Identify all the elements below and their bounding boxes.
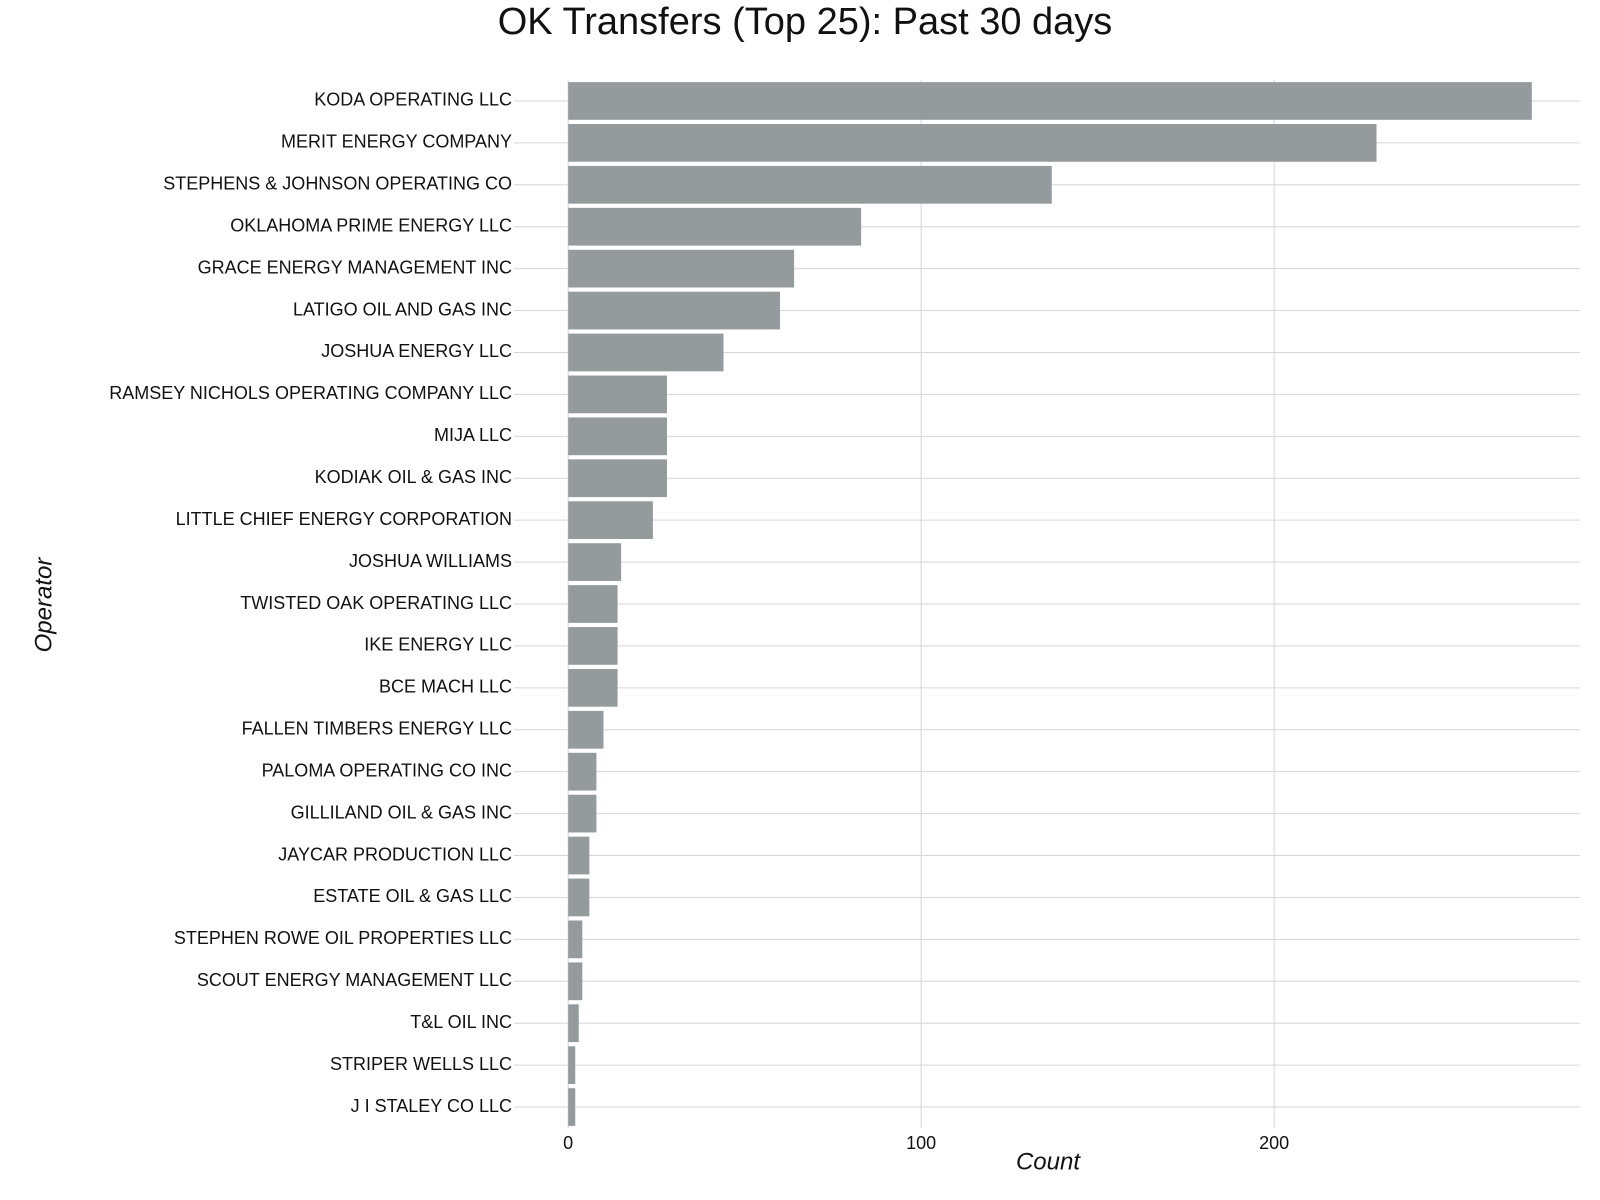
bar [568, 878, 590, 917]
y-tick-label: OKLAHOMA PRIME ENERGY LLC [230, 215, 512, 235]
chart-title: OK Transfers (Top 25): Past 30 days [498, 1, 1113, 43]
y-tick-label: FALLEN TIMBERS ENERGY LLC [242, 719, 512, 739]
bar [568, 82, 1532, 120]
bar [568, 1088, 576, 1126]
x-axis-title: Count [1016, 1148, 1081, 1175]
y-tick-label: IKE ENERGY LLC [364, 635, 512, 655]
bar [568, 920, 583, 959]
y-tick-label: TWISTED OAK OPERATING LLC [240, 593, 512, 613]
bar [568, 627, 618, 665]
y-tick-label: ESTATE OIL & GAS LLC [313, 886, 512, 906]
bar [568, 543, 622, 581]
bar [568, 417, 668, 456]
bar [568, 710, 604, 749]
y-tick-label: GRACE ENERGY MANAGEMENT INC [198, 257, 512, 277]
y-tick-label: JOSHUA WILLIAMS [349, 551, 512, 571]
bar [568, 1046, 576, 1084]
y-tick-label: STRIPER WELLS LLC [330, 1054, 512, 1074]
y-tick-label: RAMSEY NICHOLS OPERATING COMPANY LLC [109, 383, 512, 403]
bar [568, 1004, 579, 1043]
bar [568, 836, 590, 875]
bar [568, 249, 795, 288]
x-tick-label: 0 [563, 1133, 573, 1153]
bar [568, 291, 780, 330]
y-tick-label: T&L OIL INC [410, 1012, 512, 1032]
y-tick-label: LATIGO OIL AND GAS INC [293, 299, 512, 319]
bar [568, 124, 1377, 162]
y-tick-label: STEPHENS & JOHNSON OPERATING CO [163, 174, 512, 194]
y-tick-label: GILLILAND OIL & GAS INC [291, 802, 512, 822]
y-tick-label: BCE MACH LLC [379, 677, 512, 697]
bar [568, 962, 583, 1001]
bar [568, 207, 862, 246]
x-tick-label: 200 [1259, 1133, 1289, 1153]
y-tick-label: MERIT ENERGY COMPANY [281, 132, 512, 152]
bar [568, 668, 618, 707]
y-axis-title: Operator [30, 557, 57, 653]
bar [568, 585, 618, 623]
bar [568, 165, 1052, 204]
y-tick-label: SCOUT ENERGY MANAGEMENT LLC [197, 970, 512, 990]
bar [568, 794, 597, 833]
y-tick-label: KODA OPERATING LLC [314, 90, 512, 110]
y-tick-label: JOSHUA ENERGY LLC [321, 341, 512, 361]
y-tick-label: MIJA LLC [434, 425, 512, 445]
y-tick-label: KODIAK OIL & GAS INC [315, 467, 512, 487]
y-tick-label: JAYCAR PRODUCTION LLC [278, 844, 512, 864]
y-tick-label: STEPHEN ROWE OIL PROPERTIES LLC [174, 928, 512, 948]
y-tick-label: PALOMA OPERATING CO INC [262, 760, 512, 780]
bar [568, 375, 668, 414]
x-tick-label: 100 [906, 1133, 936, 1153]
bar [568, 459, 668, 498]
bar [568, 752, 597, 791]
y-tick-label: J I STALEY CO LLC [351, 1096, 512, 1116]
bar [568, 333, 724, 372]
y-tick-label: LITTLE CHIEF ENERGY CORPORATION [176, 509, 512, 529]
bar [568, 501, 653, 540]
